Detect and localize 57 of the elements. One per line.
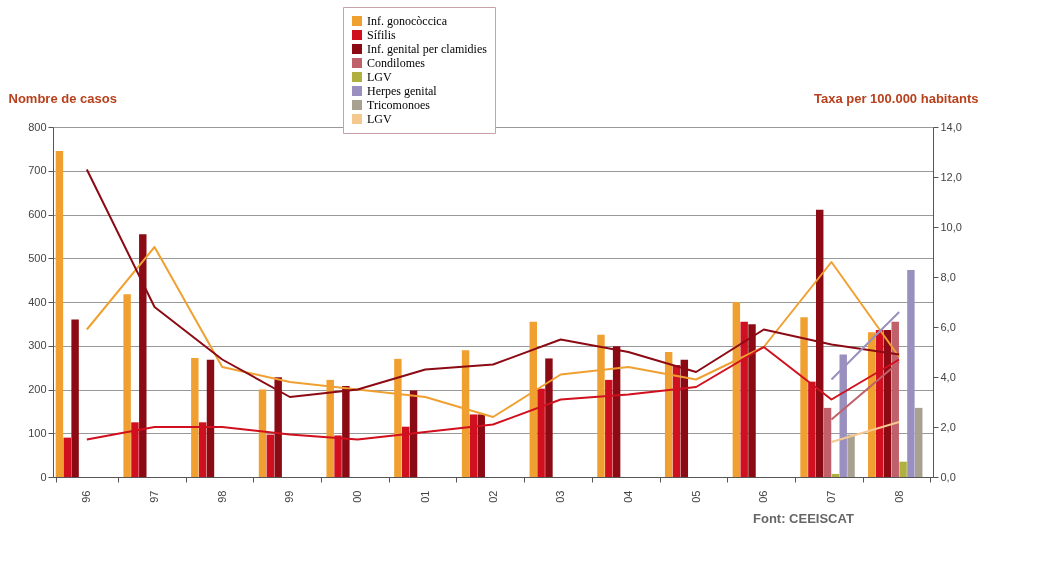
legend-label: Inf. genital per clamidies <box>367 42 488 56</box>
legend-label: LGV <box>367 112 392 126</box>
x-tick-label: 04 <box>621 490 634 503</box>
legend-label: Inf. gonocòccica <box>367 14 448 28</box>
bar <box>63 437 71 477</box>
y-tick-label: 800 <box>28 120 47 133</box>
bar <box>907 270 915 477</box>
x-tick-label: 00 <box>351 490 364 503</box>
x-tick-label: 98 <box>215 490 228 503</box>
y-tick-label: 700 <box>28 164 47 177</box>
y2-tick-label: 4,0 <box>940 370 956 383</box>
x-tick-label: 97 <box>148 490 161 503</box>
y-tick-label: 300 <box>28 339 47 352</box>
y-tick-label: 400 <box>28 295 47 308</box>
bar <box>915 407 923 477</box>
bar <box>545 358 553 477</box>
y2-axis-title: Taxa per 100.000 habitants <box>813 90 979 106</box>
bar <box>847 434 855 477</box>
bar <box>409 390 418 477</box>
legend-label: Sífilis <box>367 28 397 42</box>
y-tick-label: 200 <box>28 383 47 395</box>
x-tick-label: 06 <box>757 490 770 503</box>
y2-tick-label: 6,0 <box>940 320 956 333</box>
y-tick-label: 0 <box>40 470 47 483</box>
bar <box>191 358 199 477</box>
y2-tick-label: 0,0 <box>940 470 956 483</box>
x-tick-label: 08 <box>892 490 905 503</box>
y-tick-label: 500 <box>28 251 47 264</box>
x-tick-label: 96 <box>80 490 93 503</box>
bar <box>258 389 267 477</box>
bar <box>831 473 840 477</box>
y2-tick-label: 14,0 <box>940 120 962 133</box>
y-tick-label: 600 <box>28 208 47 220</box>
y-tick-label: 100 <box>28 426 47 439</box>
y2-tick-label: 12,0 <box>940 170 962 183</box>
legend-label: LGV <box>367 70 392 84</box>
x-tick-label: 02 <box>486 490 499 503</box>
y2-tick-label: 10,0 <box>940 220 962 233</box>
legend-label: Tricomonoes <box>367 98 431 112</box>
bar <box>123 294 131 477</box>
text: Font: CEEISCAT <box>753 511 854 526</box>
legend-label: Herpes genital <box>367 84 438 98</box>
bar <box>206 359 215 477</box>
y2-tick-label: 2,0 <box>940 420 956 433</box>
x-tick-label: 99 <box>283 490 296 503</box>
bar <box>899 461 907 477</box>
x-tick-label: 03 <box>554 490 567 503</box>
bar <box>477 414 485 477</box>
legend-label: Condilomes <box>367 56 426 70</box>
y-axis-title: Nombre de casos <box>8 90 117 106</box>
bar <box>55 151 64 477</box>
bar <box>71 319 79 477</box>
x-tick-label: 07 <box>824 490 837 503</box>
x-tick-label: 05 <box>689 490 702 503</box>
y2-tick-label: 8,0 <box>940 270 956 283</box>
x-tick-label: 01 <box>418 490 431 503</box>
bar <box>800 317 808 477</box>
